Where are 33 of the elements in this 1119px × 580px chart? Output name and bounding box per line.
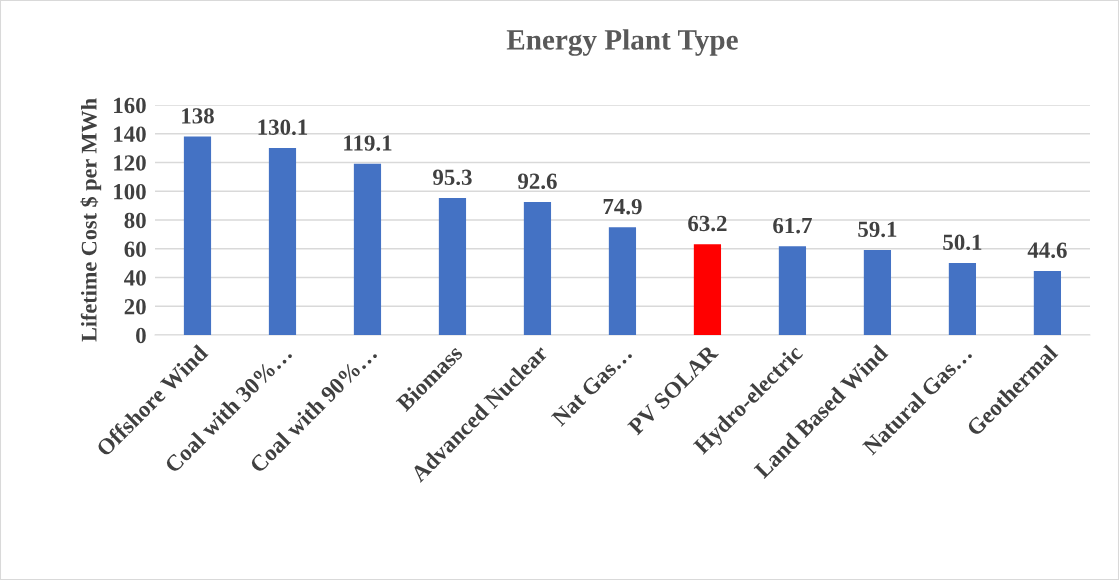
bar [948, 262, 977, 336]
data-label: 138 [182, 108, 214, 124]
y-tick-label: 120 [114, 155, 146, 171]
data-label: 95.3 [433, 169, 472, 186]
data-label: 130.1 [258, 119, 308, 136]
y-tick-label: 40 [124, 270, 146, 286]
chart-title: Energy Plant Type [506, 29, 738, 56]
y-tick-label: 80 [124, 212, 146, 229]
data-label: 50.1 [943, 234, 982, 251]
data-label: 59.1 [858, 221, 897, 238]
y-tick-label: 100 [114, 183, 146, 200]
y-tick-label: 140 [114, 126, 146, 142]
data-label: 119.1 [344, 135, 392, 151]
bar [353, 163, 382, 336]
y-axis-title: Lifetime Cost $ per MWh [80, 98, 102, 342]
bar [268, 147, 297, 336]
bar [1033, 270, 1062, 336]
data-label: 92.6 [518, 173, 557, 189]
data-label: 74.9 [603, 198, 642, 215]
bar [863, 250, 892, 336]
data-label: 44.6 [1027, 242, 1067, 258]
y-tick-label: 60 [124, 241, 146, 257]
y-tick-label: 20 [124, 298, 146, 315]
data-label: 63.2 [688, 215, 727, 232]
bar [523, 201, 552, 336]
bar [438, 198, 467, 336]
y-tick-label: 0 [136, 327, 146, 344]
bar [778, 246, 807, 336]
y-tick-label: 160 [114, 97, 146, 114]
data-label: 61.7 [773, 217, 812, 234]
bar [183, 136, 212, 336]
bar [693, 244, 722, 336]
bar [608, 227, 637, 336]
